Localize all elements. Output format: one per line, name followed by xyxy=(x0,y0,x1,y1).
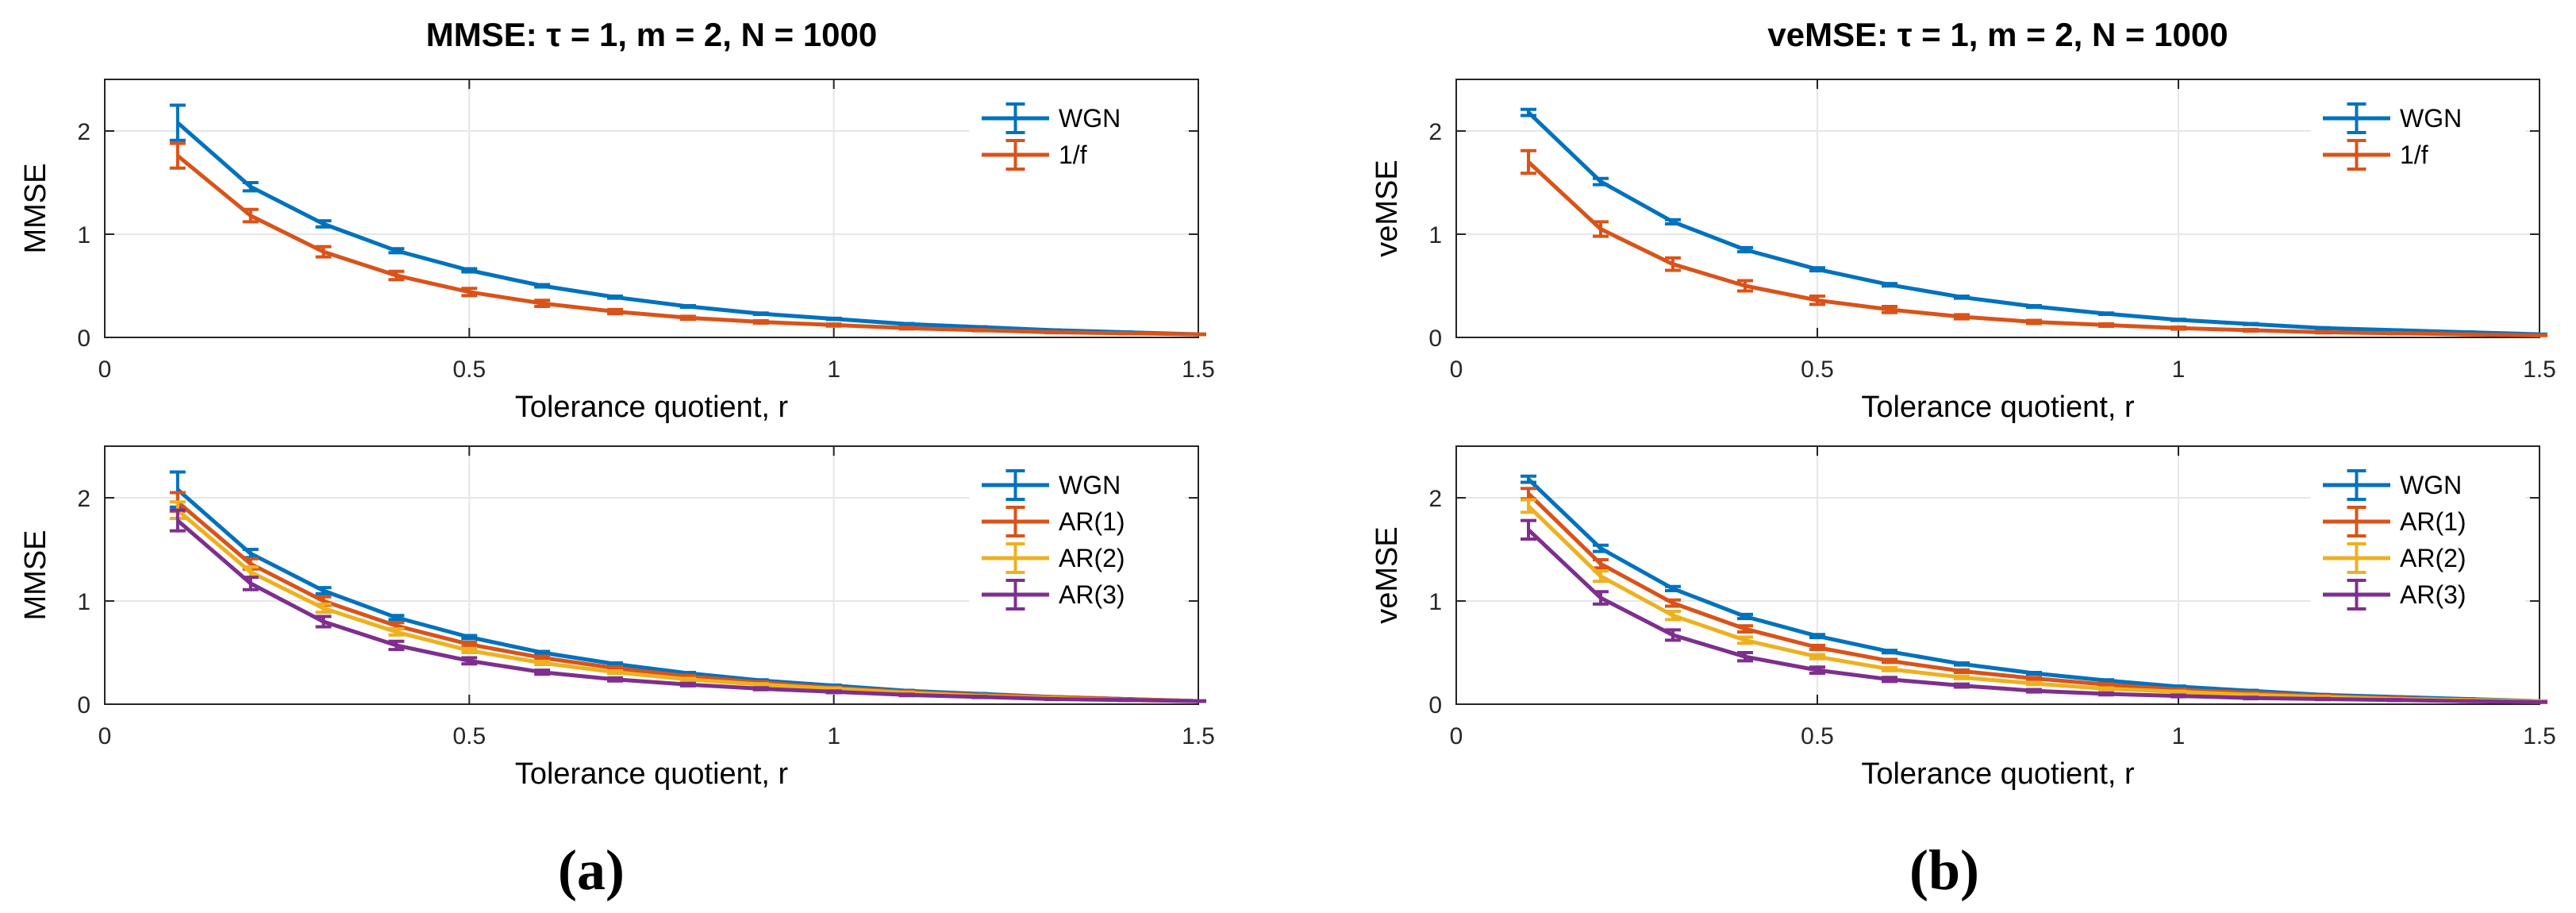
series-1/f xyxy=(169,141,1206,337)
x-tick-label: 1 xyxy=(827,723,840,749)
axes-box xyxy=(1455,79,2540,338)
y-tick-label: 0 xyxy=(1428,326,1442,352)
series-AR(3) xyxy=(169,508,1206,703)
subplot-1: 0 0.5 1 1.5 0 1 2 Tolerance quotient, r MMSE MMSE… xyxy=(19,16,1215,424)
subplot-2: 0 0.5 1 1.5 0 1 2 Tolerance quotient, r veMSE veM… xyxy=(1371,16,2556,424)
legend: WGN AR(1) AR(2) AR(3) xyxy=(2310,458,2526,622)
x-tick-label: 0 xyxy=(1450,356,1463,383)
x-tick-label: 1 xyxy=(827,356,840,383)
y-axis-label: MMSE xyxy=(19,530,52,621)
y-tick-label: 0 xyxy=(1428,692,1442,718)
y-tick-label: 1 xyxy=(77,589,90,615)
legend-label: WGN xyxy=(2400,471,2462,499)
legend-label: 1/f xyxy=(2400,141,2428,169)
series-1/f xyxy=(1521,148,2547,337)
x-axis-label: Tolerance quotient, r xyxy=(515,757,789,791)
legend-label: AR(3) xyxy=(2400,580,2466,609)
legend-label: AR(3) xyxy=(1059,580,1125,609)
x-tick-label: 1.5 xyxy=(2523,723,2556,749)
y-tick-label: 0 xyxy=(77,692,90,718)
y-tick-label: 2 xyxy=(77,486,90,512)
x-tick-label: 1 xyxy=(2172,723,2186,749)
subplot-4: 0 0.5 1 1.5 0 1 2 Tolerance quotient, r veMSE WGN… xyxy=(1371,445,2556,791)
y-axis-label: veMSE xyxy=(1371,526,1404,623)
x-axis-label: Tolerance quotient, r xyxy=(1861,391,2135,424)
series-WGN xyxy=(169,103,1206,337)
y-tick-label: 1 xyxy=(1428,222,1442,248)
legend-label: WGN xyxy=(1059,104,1121,133)
axes-box xyxy=(104,445,1199,705)
legend: WGN AR(1) AR(2) AR(3) xyxy=(969,458,1185,622)
panel-label-a: (a) xyxy=(558,838,625,902)
axes-box xyxy=(1455,445,2540,705)
x-axis-label: Tolerance quotient, r xyxy=(515,391,789,424)
y-tick-label: 1 xyxy=(77,222,90,248)
y-tick-label: 2 xyxy=(77,119,90,145)
subplots: 0 0.5 1 1.5 0 1 2 Tolerance quotient, r MMSE MMSE… xyxy=(19,16,2556,791)
x-tick-label: 0.5 xyxy=(452,723,486,749)
y-axis-label: veMSE xyxy=(1371,160,1404,256)
legend: WGN 1/f xyxy=(2310,91,2526,182)
chart-title: veMSE: τ = 1, m = 2, N = 1000 xyxy=(1767,16,2228,53)
y-tick-label: 1 xyxy=(1428,589,1442,615)
series-AR(3) xyxy=(1521,518,2547,704)
legend-box xyxy=(2310,91,2526,182)
x-tick-label: 0.5 xyxy=(1801,723,1834,749)
legend-label: AR(2) xyxy=(1059,544,1125,572)
series-WGN xyxy=(1521,107,2547,337)
panel-label-b: (b) xyxy=(1909,838,1979,902)
legend-label: 1/f xyxy=(1059,141,1087,169)
x-tick-label: 1.5 xyxy=(1182,356,1215,383)
legend-label: AR(1) xyxy=(1059,507,1125,536)
y-tick-label: 0 xyxy=(77,326,90,352)
x-tick-label: 1.5 xyxy=(1182,723,1215,749)
x-axis-label: Tolerance quotient, r xyxy=(1861,757,2135,791)
y-tick-label: 2 xyxy=(1428,119,1442,145)
axes-box xyxy=(104,79,1199,338)
y-tick-label: 2 xyxy=(1428,486,1442,512)
legend-label: AR(1) xyxy=(2400,507,2466,536)
subplot-3: 0 0.5 1 1.5 0 1 2 Tolerance quotient, r MMSE WGN A… xyxy=(19,445,1215,791)
chart-title: MMSE: τ = 1, m = 2, N = 1000 xyxy=(426,16,878,53)
x-tick-label: 0 xyxy=(1450,723,1463,749)
legend: WGN 1/f xyxy=(969,91,1185,182)
x-tick-label: 0 xyxy=(98,723,112,749)
legend-label: WGN xyxy=(2400,104,2462,133)
x-tick-label: 1 xyxy=(2172,356,2186,383)
legend-label: WGN xyxy=(1059,471,1121,499)
x-tick-label: 0.5 xyxy=(1801,356,1834,383)
legend-label: AR(2) xyxy=(2400,544,2466,572)
y-axis-label: MMSE xyxy=(19,164,52,254)
x-tick-label: 1.5 xyxy=(2523,356,2556,383)
x-tick-label: 0 xyxy=(98,356,112,383)
legend-box xyxy=(969,91,1185,182)
x-tick-label: 0.5 xyxy=(452,356,486,383)
